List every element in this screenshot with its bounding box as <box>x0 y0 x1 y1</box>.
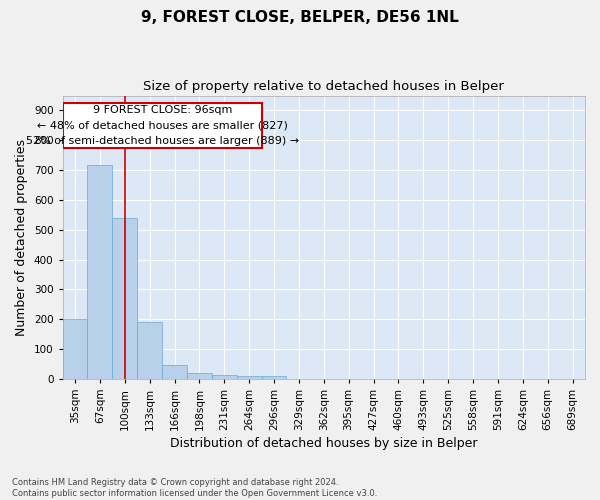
Bar <box>262 376 286 379</box>
Bar <box>187 372 212 379</box>
Bar <box>63 103 262 148</box>
Text: 9, FOREST CLOSE, BELPER, DE56 1NL: 9, FOREST CLOSE, BELPER, DE56 1NL <box>141 10 459 25</box>
X-axis label: Distribution of detached houses by size in Belper: Distribution of detached houses by size … <box>170 437 478 450</box>
Bar <box>162 365 187 379</box>
Bar <box>236 376 262 379</box>
Bar <box>212 374 236 379</box>
Bar <box>88 165 112 379</box>
Bar <box>62 320 88 379</box>
Bar <box>112 218 137 379</box>
Y-axis label: Number of detached properties: Number of detached properties <box>16 138 28 336</box>
Text: Contains HM Land Registry data © Crown copyright and database right 2024.
Contai: Contains HM Land Registry data © Crown c… <box>12 478 377 498</box>
Title: Size of property relative to detached houses in Belper: Size of property relative to detached ho… <box>143 80 504 93</box>
Bar <box>137 322 162 379</box>
Text: 9 FOREST CLOSE: 96sqm
← 48% of detached houses are smaller (827)
52% of semi-det: 9 FOREST CLOSE: 96sqm ← 48% of detached … <box>26 105 299 146</box>
